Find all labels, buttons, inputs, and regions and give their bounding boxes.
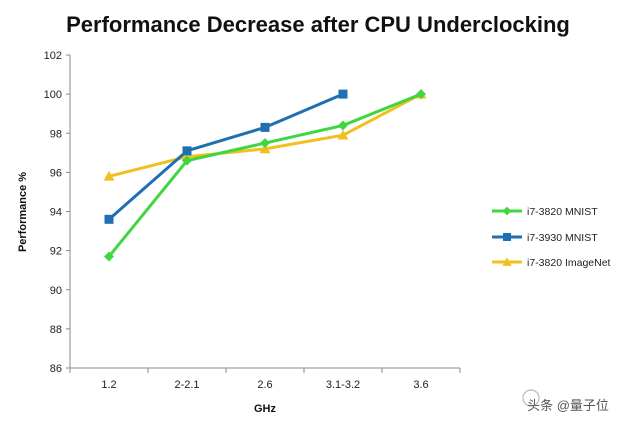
data-point: [103, 170, 115, 181]
data-point: [259, 143, 271, 154]
y-tick-label: 102: [44, 50, 62, 62]
data-point: [338, 120, 348, 131]
data-point: [337, 129, 349, 140]
data-point: [104, 251, 114, 262]
legend-label: i7-3820 ImageNet: [527, 257, 611, 269]
data-point: [104, 214, 114, 224]
legend-marker: [502, 206, 512, 216]
data-point: [416, 89, 426, 100]
y-tick-label: 96: [50, 167, 62, 179]
legend-label: i7-3930 MNIST: [527, 232, 598, 244]
y-tick-label: 100: [44, 89, 62, 101]
x-tick-label: 1.2: [101, 379, 116, 391]
legend-label: i7-3820 MNIST: [527, 206, 598, 218]
legend: i7-3820 MNIST i7-3930 MNIST i7-3820 ImageN…: [492, 206, 611, 269]
series-i7-3820-imagenet: [103, 88, 427, 181]
x-tick-label: 3.6: [413, 379, 428, 391]
x-tick-label: 2-2.1: [174, 379, 199, 391]
x-tick-label: 3.1-3.2: [326, 379, 360, 391]
y-tick-label: 98: [50, 128, 62, 140]
x-axis-label: GHz: [254, 403, 277, 415]
data-point: [338, 89, 348, 99]
series-i7-3820-mnist: [104, 89, 426, 262]
data-point: [182, 146, 192, 156]
x-tick-label: 2.6: [257, 379, 272, 391]
series-lines: [103, 88, 427, 262]
legend-item: i7-3820 MNIST: [492, 206, 598, 218]
legend-marker: [503, 233, 511, 241]
legend-item: i7-3930 MNIST: [492, 232, 598, 244]
series-line: [108, 92, 344, 221]
y-axis-ticks: 86 88 90 92 94 96 98 100 102: [44, 50, 70, 375]
y-tick-label: 94: [50, 207, 62, 219]
legend-marker: [502, 257, 512, 266]
legend-item: i7-3820 ImageNet: [492, 257, 611, 269]
data-point: [182, 155, 192, 166]
watermark-logo-icon: [522, 389, 540, 407]
y-tick-label: 86: [50, 363, 62, 375]
series-i7-3930-mnist: [104, 89, 348, 224]
y-axis-label: Performance %: [17, 172, 29, 252]
y-tick-label: 88: [50, 324, 62, 336]
series-line: [108, 92, 422, 178]
x-axis-ticks: 1.2 2-2.1 2.6 3.1-3.2 3.6: [69, 368, 461, 391]
watermark-text: 头条 @量子位: [527, 398, 609, 413]
data-point: [260, 138, 270, 148]
data-point: [260, 122, 270, 132]
chart-title: Performance Decrease after CPU Undercloc…: [66, 12, 570, 37]
y-tick-label: 90: [50, 285, 62, 297]
watermark: 头条 @量子位: [522, 389, 609, 413]
y-tick-label: 92: [50, 246, 62, 258]
